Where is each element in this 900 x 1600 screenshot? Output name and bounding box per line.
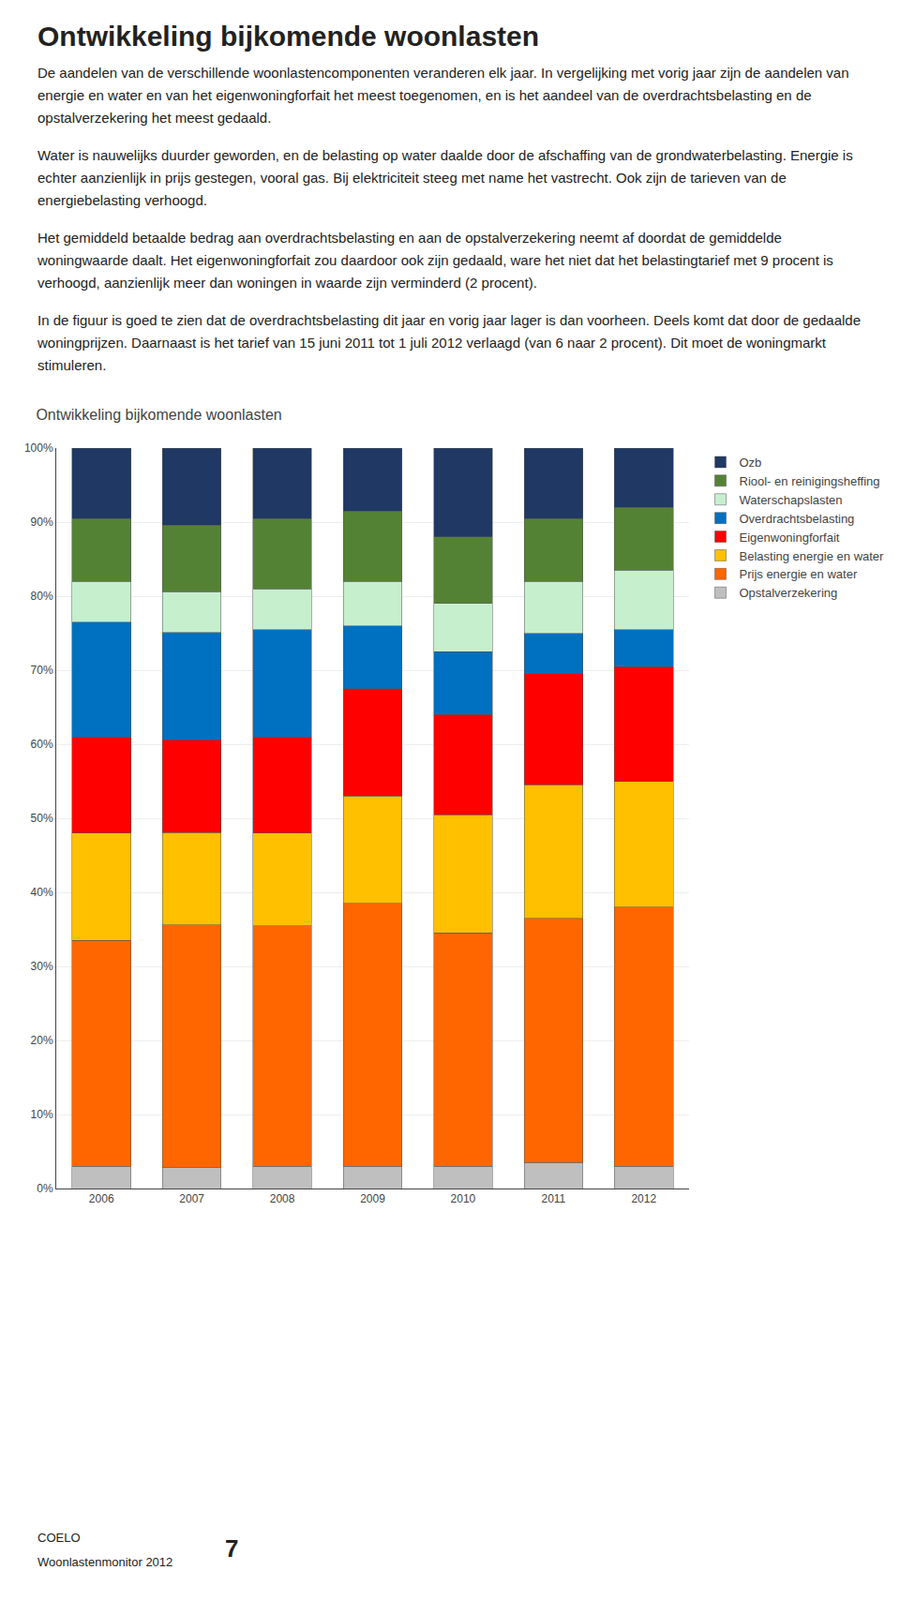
svg-text:Eigenwoningforfait: Eigenwoningforfait — [739, 530, 840, 545]
svg-text:0%: 0% — [36, 1182, 54, 1196]
html-text:Het gemiddeld betaalde bedrag: Het gemiddeld betaalde bedrag aan overdr… — [37, 229, 834, 291]
svg-text:Overdrachtsbelasting: Overdrachtsbelasting — [739, 511, 855, 526]
html-text:Woonlastenmonitor 2012: Woonlastenmonitor 2012 — [37, 1555, 173, 1570]
html-text:De aandelen van de verschillen: De aandelen van de verschillende woonlas… — [37, 64, 849, 126]
svg-text:2009: 2009 — [360, 1192, 386, 1206]
svg-text:2006: 2006 — [89, 1192, 115, 1206]
html-text:7: 7 — [225, 1534, 239, 1563]
svg-text:2007: 2007 — [179, 1192, 205, 1206]
svg-text:2008: 2008 — [270, 1192, 296, 1206]
html-text:Water is nauwelijks duurder ge: Water is nauwelijks duurder geworden, en… — [37, 147, 853, 209]
html-text:Ontwikkeling bijkomende woonla: Ontwikkeling bijkomende woonlasten — [37, 20, 540, 52]
svg-text:Prijs energie en water: Prijs energie en water — [739, 567, 858, 582]
svg-text:20%: 20% — [30, 1034, 54, 1048]
svg-text:50%: 50% — [30, 811, 54, 825]
svg-text:90%: 90% — [30, 515, 54, 529]
svg-text:40%: 40% — [30, 885, 54, 900]
svg-text:Riool- en reinigingsheffing: Riool- en reinigingsheffing — [739, 474, 881, 489]
svg-text:70%: 70% — [30, 663, 54, 677]
svg-text:Ontwikkeling bijkomende woonla: Ontwikkeling bijkomende woonlasten — [35, 406, 282, 423]
html-text:COELO: COELO — [37, 1530, 81, 1545]
svg-text:Belasting energie en water: Belasting energie en water — [739, 549, 885, 564]
svg-text:Waterschapslasten: Waterschapslasten — [739, 493, 843, 508]
svg-text:60%: 60% — [30, 737, 54, 751]
svg-text:2011: 2011 — [540, 1192, 566, 1206]
svg-text:10%: 10% — [30, 1108, 54, 1122]
svg-text:80%: 80% — [30, 589, 54, 603]
svg-text:2012: 2012 — [630, 1192, 657, 1206]
svg-text:Opstalverzekering: Opstalverzekering — [739, 585, 839, 600]
svg-text:Ozb: Ozb — [739, 455, 763, 470]
html-text:In de figuur is goed te zien d: In de figuur is goed te zien dat de over… — [37, 312, 861, 374]
svg-text:30%: 30% — [30, 960, 54, 974]
svg-text:2010: 2010 — [450, 1192, 477, 1206]
svg-text:100%: 100% — [24, 441, 54, 455]
